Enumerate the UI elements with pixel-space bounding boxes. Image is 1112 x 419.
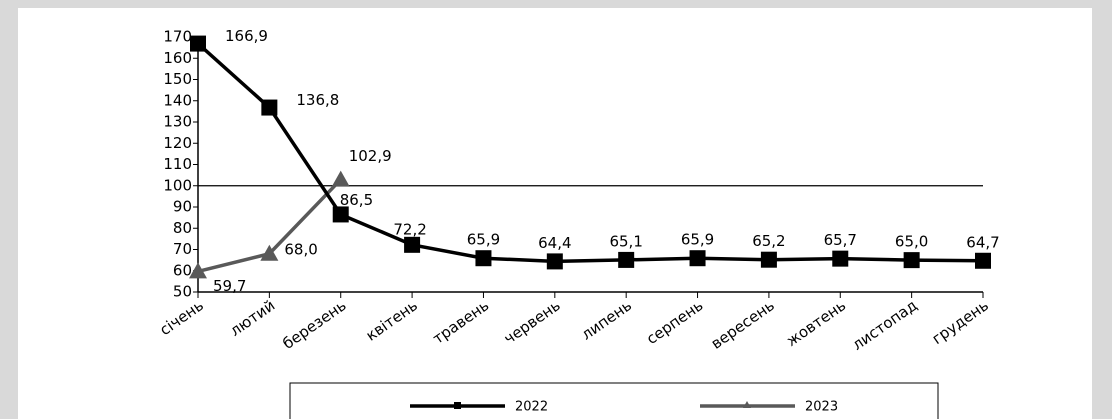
x-tick-label: травень <box>429 296 492 348</box>
y-tick-label: 120 <box>163 134 192 152</box>
data-point <box>475 250 492 267</box>
data-label: 65,1 <box>609 232 642 250</box>
data-label: 102,9 <box>349 147 392 165</box>
y-tick-label: 50 <box>173 283 192 301</box>
x-tick-label: листопад <box>849 296 921 354</box>
data-point <box>832 250 849 267</box>
y-tick-label: 160 <box>163 49 192 67</box>
y-tick-label: 170 <box>163 28 192 46</box>
x-tick-label: квітень <box>363 296 421 344</box>
series-line <box>196 42 984 264</box>
legend-marker <box>743 401 751 408</box>
data-label: 72,2 <box>393 220 426 238</box>
data-label: 65,9 <box>681 231 714 249</box>
data-label: 68,0 <box>284 240 317 258</box>
x-tick-label: червень <box>501 296 564 348</box>
panel <box>18 8 1092 419</box>
data-label: 64,7 <box>966 233 999 251</box>
legend-box <box>289 382 939 419</box>
x-tick-label: березень <box>279 296 349 353</box>
data-label: 65,0 <box>895 233 928 251</box>
data-label: 86,5 <box>340 191 373 209</box>
data-point <box>546 253 563 270</box>
data-point <box>331 170 350 187</box>
x-tick-label: жовтень <box>783 296 849 350</box>
data-label: 136,8 <box>296 91 339 109</box>
legend-label: 2022 <box>515 400 548 415</box>
data-point <box>903 252 920 269</box>
data-label: 166,9 <box>225 27 268 45</box>
x-tick-label: серпень <box>643 296 706 348</box>
data-point <box>760 251 777 268</box>
y-tick-label: 150 <box>163 70 192 88</box>
x-tick-label: січень <box>156 296 207 339</box>
data-label: 64,4 <box>538 234 571 252</box>
data-point <box>332 206 349 223</box>
data-label: 65,9 <box>467 231 500 249</box>
y-tick-label: 140 <box>163 91 192 109</box>
data-point <box>618 251 635 268</box>
legend-marker <box>454 402 461 409</box>
data-point <box>404 236 421 253</box>
data-point <box>689 250 706 267</box>
data-point <box>260 244 279 261</box>
y-tick-label: 110 <box>163 155 192 173</box>
data-label: 65,7 <box>824 231 857 249</box>
y-tick-label: 90 <box>173 198 192 216</box>
data-point <box>261 99 278 116</box>
x-tick-label: грудень <box>929 296 992 348</box>
legend-label: 2023 <box>805 400 838 415</box>
data-label: 65,2 <box>752 232 785 250</box>
x-tick-label: лютий <box>227 296 279 340</box>
data-point <box>189 262 207 279</box>
x-tick-label: липень <box>578 296 635 343</box>
y-tick-label: 100 <box>163 176 192 194</box>
y-tick-label: 130 <box>163 113 192 131</box>
y-tick-label: 60 <box>173 261 192 279</box>
data-point <box>190 35 206 52</box>
x-tick-label: вересень <box>708 296 778 353</box>
y-tick-label: 70 <box>173 240 192 258</box>
data-label: 59,7 <box>213 277 246 295</box>
y-tick-label: 80 <box>173 219 192 237</box>
data-point <box>975 252 991 269</box>
